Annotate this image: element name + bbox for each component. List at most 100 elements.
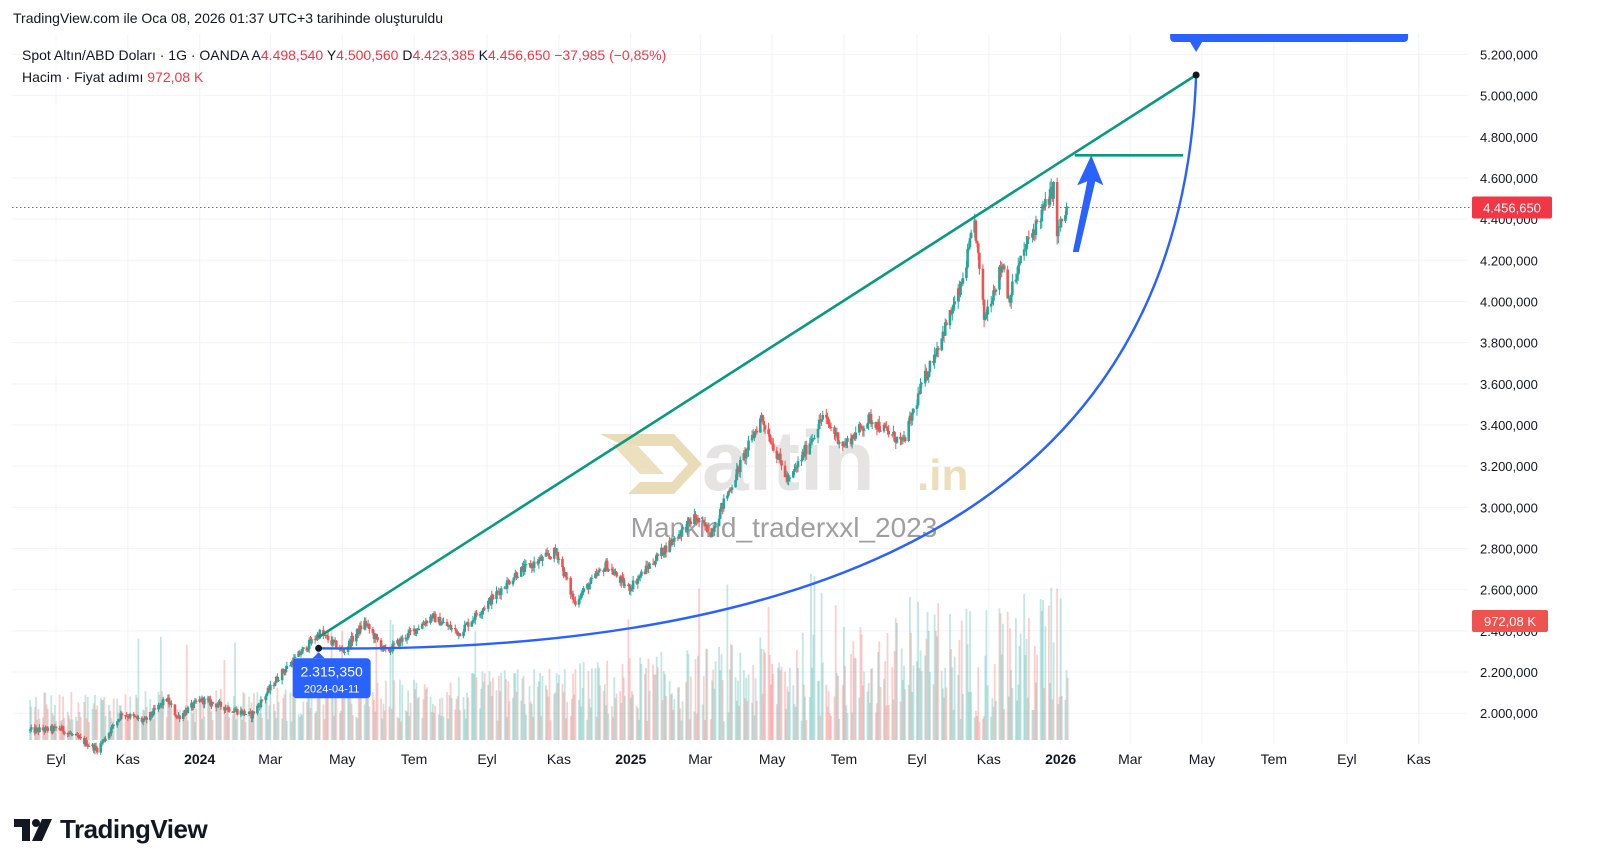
volume-bar xyxy=(1019,633,1022,740)
candle-body xyxy=(1064,215,1067,222)
candle-body xyxy=(1060,218,1064,222)
start-point-marker[interactable] xyxy=(315,644,323,652)
candle-body xyxy=(59,729,63,731)
candle-body xyxy=(398,638,402,646)
volume-bar xyxy=(586,719,589,740)
volume-badge[interactable] xyxy=(1472,610,1548,632)
volume-bar xyxy=(257,709,260,740)
candle-body xyxy=(668,540,671,553)
target-point-marker[interactable] xyxy=(1192,71,1200,79)
candle-body xyxy=(112,724,116,726)
candle-body xyxy=(473,612,477,620)
candle-body xyxy=(439,623,443,626)
volume-bar xyxy=(785,709,788,740)
candle-body xyxy=(571,593,575,600)
watermark-suffix: .in xyxy=(917,451,968,500)
volume-bar xyxy=(302,701,305,740)
candle-body xyxy=(899,436,902,440)
volume-bar xyxy=(367,682,370,740)
volume-bar xyxy=(525,714,527,740)
candle-body xyxy=(813,437,816,439)
volume-bar xyxy=(210,711,213,740)
candle-body xyxy=(918,393,921,395)
volume-bar xyxy=(835,672,838,740)
volume-bar xyxy=(665,696,668,740)
volume-bar xyxy=(982,718,984,740)
volume-bar xyxy=(322,704,325,740)
volume-bar xyxy=(826,706,829,740)
candle-body xyxy=(961,278,965,284)
volume-bar xyxy=(185,644,188,740)
volume-bar xyxy=(516,669,519,740)
volume-bar xyxy=(628,658,631,740)
volume-bar xyxy=(1036,654,1039,740)
volume-bar xyxy=(305,702,308,740)
volume-bar xyxy=(281,718,284,740)
start-price-callout[interactable] xyxy=(292,658,371,699)
volume-bar xyxy=(866,691,869,740)
candle-body xyxy=(119,713,123,720)
time-tick-label: Tem xyxy=(831,751,857,767)
volume-bar xyxy=(631,691,633,740)
candle-body xyxy=(537,559,541,564)
candle-body xyxy=(1006,269,1009,299)
volume-bar xyxy=(240,706,242,740)
candle-body xyxy=(523,564,527,572)
up-arrow-icon[interactable] xyxy=(1072,155,1104,253)
volume-bar xyxy=(751,702,753,740)
volume-bar xyxy=(858,697,861,740)
volume-bar xyxy=(813,576,816,740)
volume-bar xyxy=(686,650,689,740)
volume-bar xyxy=(619,691,622,740)
volume-bar xyxy=(282,698,285,740)
volume-bar xyxy=(777,667,779,740)
candle-body xyxy=(541,556,544,561)
volume-bar xyxy=(833,696,836,740)
target-price-callout[interactable] xyxy=(1170,34,1409,42)
candle-body xyxy=(260,699,264,701)
volume-bar xyxy=(75,716,77,740)
price-axis[interactable]: 2.000,0002.200,0002.400,0002.600,0002.80… xyxy=(1472,47,1552,721)
candle-body xyxy=(515,572,518,578)
candle-body xyxy=(1011,281,1014,295)
volume-bar xyxy=(433,712,435,740)
candle-body xyxy=(852,435,855,438)
candle-body xyxy=(450,628,454,630)
volume-bar xyxy=(1003,709,1006,740)
candle-body xyxy=(71,734,74,736)
volume-bar xyxy=(984,655,987,740)
time-axis[interactable]: Eyl Kas 2024 Mar May Tem Eyl Kas 2025 Mar May Tem Ey… xyxy=(46,751,1431,767)
volume-bar xyxy=(325,691,328,740)
volume-bar xyxy=(119,705,122,740)
candle-body xyxy=(446,625,450,627)
time-tick-label: May xyxy=(329,751,355,767)
candle-body xyxy=(689,521,693,525)
candle-body xyxy=(645,565,649,568)
volume-bar xyxy=(407,690,410,740)
volume-title[interactable]: Hacim · Fiyat adımı xyxy=(22,69,144,85)
drawings[interactable]: 2.315,350 2024-04-11 xyxy=(12,34,1474,699)
candle-body xyxy=(915,405,919,409)
volume-bar xyxy=(364,685,367,740)
parabolic-curve[interactable] xyxy=(318,74,1198,650)
volume-bar xyxy=(532,716,534,740)
volume-bar xyxy=(1015,618,1017,740)
tradingview-footer[interactable]: TradingView xyxy=(14,814,208,845)
candle-body xyxy=(857,424,861,433)
volume-bar xyxy=(978,721,981,740)
volume-bar xyxy=(852,641,855,740)
volume-bar xyxy=(546,689,549,740)
candle-body xyxy=(697,517,701,523)
chart-frame[interactable]: altin .in Mankind_traderxxl_2023 2.315,3… xyxy=(12,34,1590,794)
volume-bar xyxy=(29,699,31,740)
candle-body xyxy=(590,578,594,580)
volume-bar xyxy=(150,718,153,740)
last-price-badge[interactable] xyxy=(1472,196,1552,219)
price-chart[interactable]: altin .in Mankind_traderxxl_2023 2.315,3… xyxy=(12,34,1590,794)
candle-body xyxy=(969,232,973,239)
volume-bar xyxy=(315,711,318,740)
volume-bar xyxy=(547,696,550,740)
trend-line[interactable] xyxy=(317,73,1197,639)
time-tick-label: Kas xyxy=(1407,751,1431,767)
symbol-title[interactable]: Spot Altın/ABD Doları · 1G · OANDA xyxy=(22,47,249,63)
